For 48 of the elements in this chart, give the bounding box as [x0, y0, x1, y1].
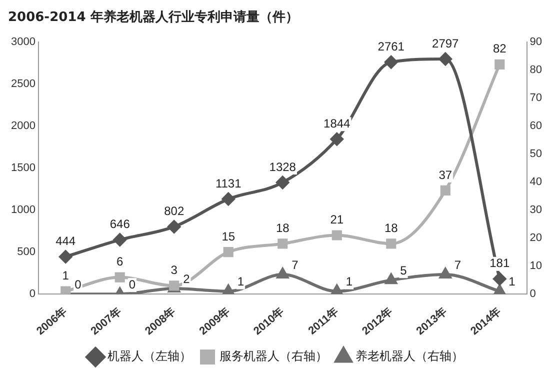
data-label: 0: [74, 277, 82, 292]
data-label: 1: [346, 274, 353, 289]
y-tick-label: 500: [17, 246, 36, 258]
y-tick-label: 2500: [10, 78, 36, 90]
y-tick-label: 0: [29, 288, 36, 300]
data-label: 1: [62, 268, 70, 283]
y2-tick-label: 50: [530, 148, 542, 160]
data-label: 21: [330, 212, 344, 227]
legend-label: 养老机器人（右轴）: [356, 349, 464, 364]
y2-tick-label: 30: [530, 204, 542, 216]
y-tick-label: 1500: [10, 162, 36, 174]
y2-tick-label: 80: [530, 64, 542, 76]
y2-tick-label: 70: [530, 92, 542, 104]
y2-tick-label: 10: [530, 260, 542, 272]
data-label: 1: [237, 274, 244, 289]
y2-tick-label: 60: [530, 120, 542, 132]
y-tick-label: 1000: [10, 204, 36, 216]
y2-tick-label: 0: [530, 288, 536, 300]
data-label: 7: [292, 258, 299, 272]
data-label: 5: [400, 263, 408, 278]
data-label: 1131: [215, 176, 242, 190]
y2-tick-label: 40: [530, 176, 542, 188]
data-label: 3: [170, 263, 178, 277]
data-label: 444: [56, 234, 76, 248]
data-label: 18: [276, 220, 290, 235]
data-label: 7: [454, 258, 462, 272]
data-label: 2: [183, 272, 190, 286]
data-label: 82: [492, 42, 507, 56]
data-label: 1: [508, 274, 516, 289]
data-label: 802: [164, 204, 184, 218]
y2-tick-label: 20: [530, 232, 542, 244]
data-label: 646: [110, 217, 130, 232]
y-tick-label: 3000: [10, 36, 36, 48]
data-label: 2797: [432, 36, 460, 50]
chart-title: 2006-2014 年养老机器人行业专利申请量（件）: [8, 8, 300, 27]
data-label: 18: [384, 220, 398, 235]
data-label: 15: [222, 229, 236, 244]
data-label: 6: [116, 254, 124, 269]
data-label: 0: [128, 277, 136, 292]
data-label: 37: [438, 168, 452, 182]
data-label: 1844: [324, 116, 351, 130]
data-label: 181: [490, 256, 510, 270]
y2-tick-label: 90: [530, 36, 542, 48]
data-label: 1328: [269, 160, 296, 174]
legend-label: 服务机器人（右轴）: [220, 349, 328, 364]
legend-label: 机器人（左轴）: [108, 349, 192, 364]
y-tick-label: 2000: [10, 120, 36, 132]
data-label: 2761: [378, 39, 405, 54]
